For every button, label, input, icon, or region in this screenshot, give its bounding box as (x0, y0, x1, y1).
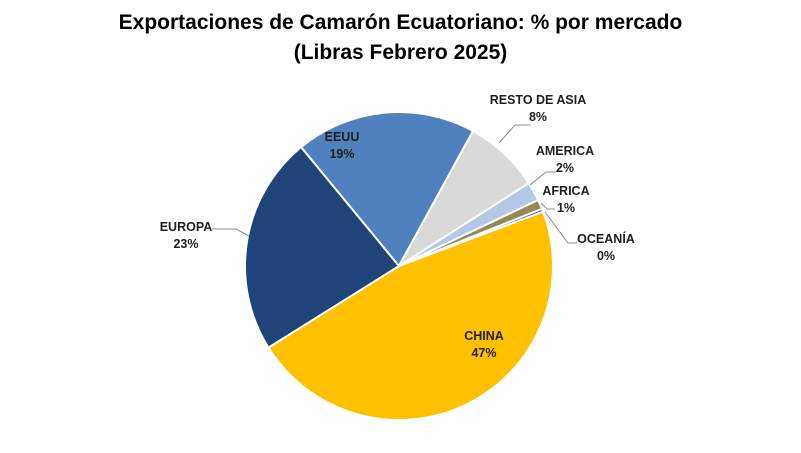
leader-line-africa (540, 202, 555, 210)
chart-subtitle: (Libras Febrero 2025) (293, 41, 508, 64)
slice-value-label-eeuu: 19% (329, 147, 354, 161)
chart-title: Exportaciones de Camarón Ecuatoriano: % … (118, 11, 683, 34)
slice-name-label-america: AMERICA (536, 144, 594, 158)
slice-name-label-china: CHINA (464, 329, 504, 343)
slice-name-label-resto-de-asia: RESTO DE ASIA (490, 93, 587, 107)
leader-line-resto-de-asia (498, 124, 531, 144)
pie-slice-china (267, 210, 554, 421)
chart-title-block: Exportaciones de Camarón Ecuatoriano: % … (0, 8, 801, 68)
leader-line-europa (212, 228, 250, 237)
slice-name-label-oceania: OCEANÍA (577, 231, 635, 246)
slice-value-label-resto-de-asia: 8% (529, 110, 547, 124)
leader-line-oceania (544, 211, 577, 244)
leader-line-america (529, 171, 556, 186)
leader-lines (212, 124, 577, 244)
slice-value-label-china: 47% (471, 346, 496, 360)
slice-name-label-eeuu: EEUU (325, 130, 360, 144)
slice-name-label-europa: EUROPA (160, 220, 213, 234)
slice-value-label-europa: 23% (173, 237, 198, 251)
slice-name-label-africa: AFRICA (542, 184, 589, 198)
pie-slice-eeuu (299, 111, 475, 268)
slice-value-label-africa: 1% (557, 201, 575, 215)
slice-labels: CHINA 47% EUROPA 23% EEUU 19% RESTO DE ASIA 8% A… (160, 93, 635, 360)
pie-slice-oceania (398, 207, 545, 267)
slice-value-label-america: 2% (556, 161, 574, 175)
slice-value-label-oceania: 0% (597, 249, 615, 263)
pie-slices (244, 111, 554, 421)
pie-slice-europa (244, 145, 401, 349)
